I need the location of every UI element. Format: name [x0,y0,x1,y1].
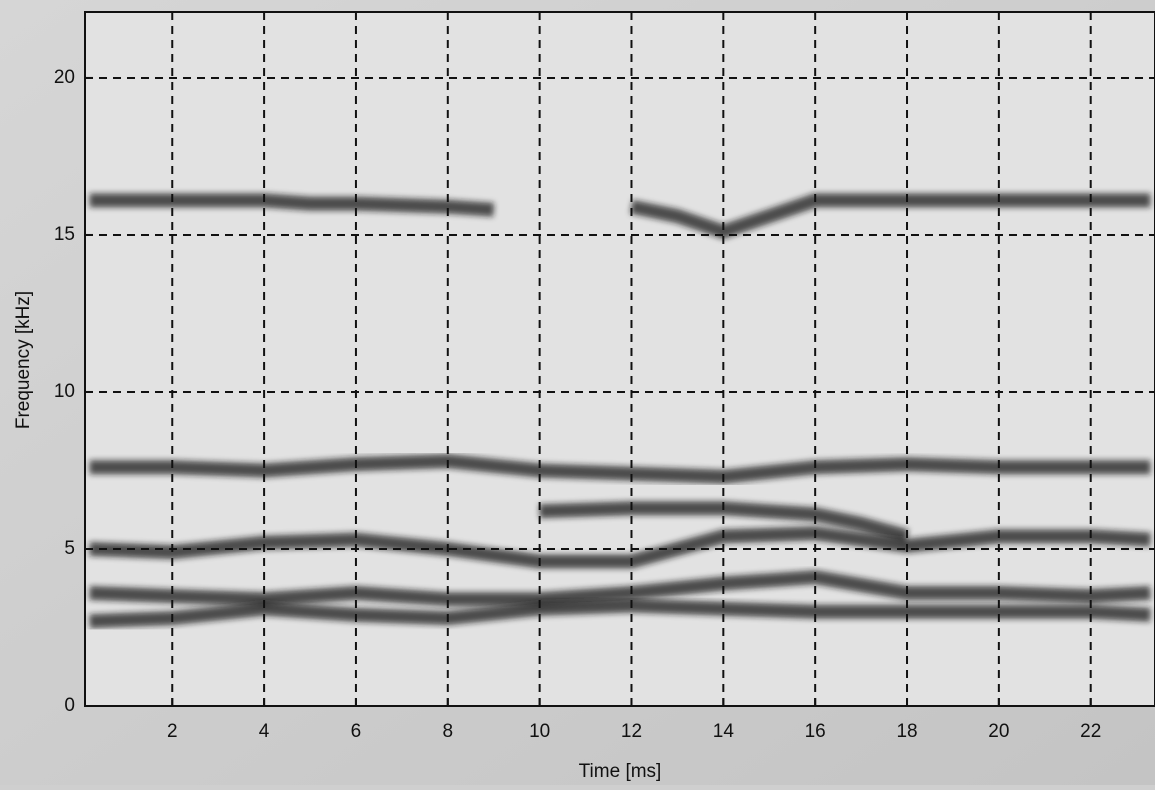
x-tick-label: 22 [1080,721,1101,742]
y-tick-label: 10 [54,381,75,402]
y-tick-label: 20 [54,67,75,88]
x-tick-label: 10 [529,721,550,742]
x-axis-label: Time [ms] [579,761,662,782]
y-tick-label: 15 [54,224,75,245]
energy-band [539,501,909,544]
x-tick-label: 14 [713,721,735,742]
y-axis-label: Frequency [kHz] [13,291,34,429]
x-tick-label: 12 [621,721,642,742]
y-tick-label: 0 [64,695,75,716]
x-tick-label: 6 [351,721,362,742]
x-tick-label: 16 [805,721,826,742]
x-tick-label: 4 [259,721,270,742]
x-tick-label: 2 [167,721,178,742]
x-tick-label: 18 [896,721,917,742]
x-tick-label: 20 [988,721,1009,742]
x-tick-label: 8 [443,721,454,742]
y-tick-label: 5 [64,538,75,559]
